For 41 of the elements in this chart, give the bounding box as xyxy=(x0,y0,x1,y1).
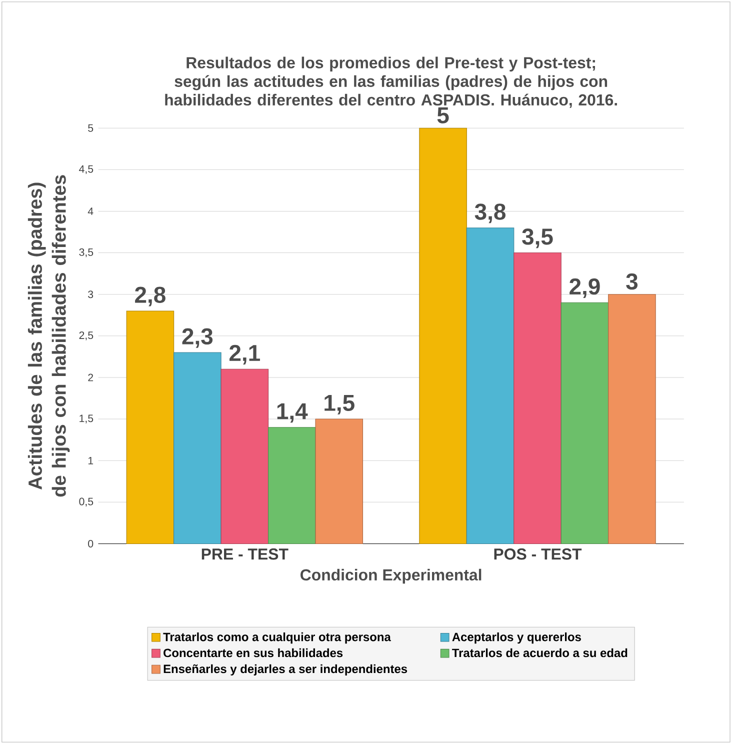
y-tick-label: 0 xyxy=(88,540,94,548)
data-label: 1,4 xyxy=(277,403,308,423)
y-tick-label: 5 xyxy=(88,124,94,132)
y-tick-label: 3 xyxy=(88,290,94,298)
bar xyxy=(608,294,656,544)
legend-label: Tratarlos de acuerdo a su edad xyxy=(452,648,628,658)
y-tick-label: 2,5 xyxy=(79,332,94,340)
y-tick-label: 1 xyxy=(88,456,94,464)
y-tick-label: 4 xyxy=(88,208,94,215)
legend-label: Enseñarles y dejarles a ser independientes xyxy=(164,664,408,676)
data-label: 3 xyxy=(626,273,638,290)
data-label: 2,1 xyxy=(230,344,260,364)
data-label: 3,8 xyxy=(474,204,506,224)
y-tick-label: 2 xyxy=(88,374,94,382)
legend-label: Aceptarlos y quererlos xyxy=(452,632,581,644)
bar xyxy=(220,368,269,544)
legend-label: Tratarlos como a cualquier otra persona xyxy=(163,632,391,644)
bar xyxy=(268,427,316,544)
bar xyxy=(419,128,467,544)
data-label: 2,8 xyxy=(135,286,166,306)
y-tick-label: 0,5 xyxy=(79,498,94,507)
data-label: 5 xyxy=(437,107,449,124)
bar xyxy=(126,310,174,544)
chart-title: Resultados de los promedios del Pre-test y Post-test; según las actitudes en las familias (padres) de hijos con habilidades diferentes del centro ASPADIS. Huánuco, 2016. xyxy=(165,56,618,108)
y-axis-title: Actitudes de las familias (padres) de hijos con habilidades diferentes xyxy=(28,175,70,497)
x-axis-title: Condicion Experimental xyxy=(300,568,482,584)
bar xyxy=(466,228,514,544)
bar xyxy=(174,352,222,544)
data-label: 1,5 xyxy=(324,395,354,414)
x-tick-label: POS - TEST xyxy=(494,548,582,560)
y-tick-label: 3,5 xyxy=(79,248,94,258)
x-tick-label: PRE - TEST xyxy=(202,548,288,560)
legend-label: Concentarte en sus habilidades xyxy=(164,648,343,658)
bar xyxy=(514,252,562,544)
bar xyxy=(560,302,609,544)
data-label: 3,5 xyxy=(522,228,553,248)
data-label: 2,9 xyxy=(570,278,600,298)
y-tick-label: 1,5 xyxy=(80,414,94,424)
y-tick-label: 4,5 xyxy=(79,165,94,174)
bar xyxy=(315,418,364,544)
data-label: 2,3 xyxy=(182,328,213,348)
